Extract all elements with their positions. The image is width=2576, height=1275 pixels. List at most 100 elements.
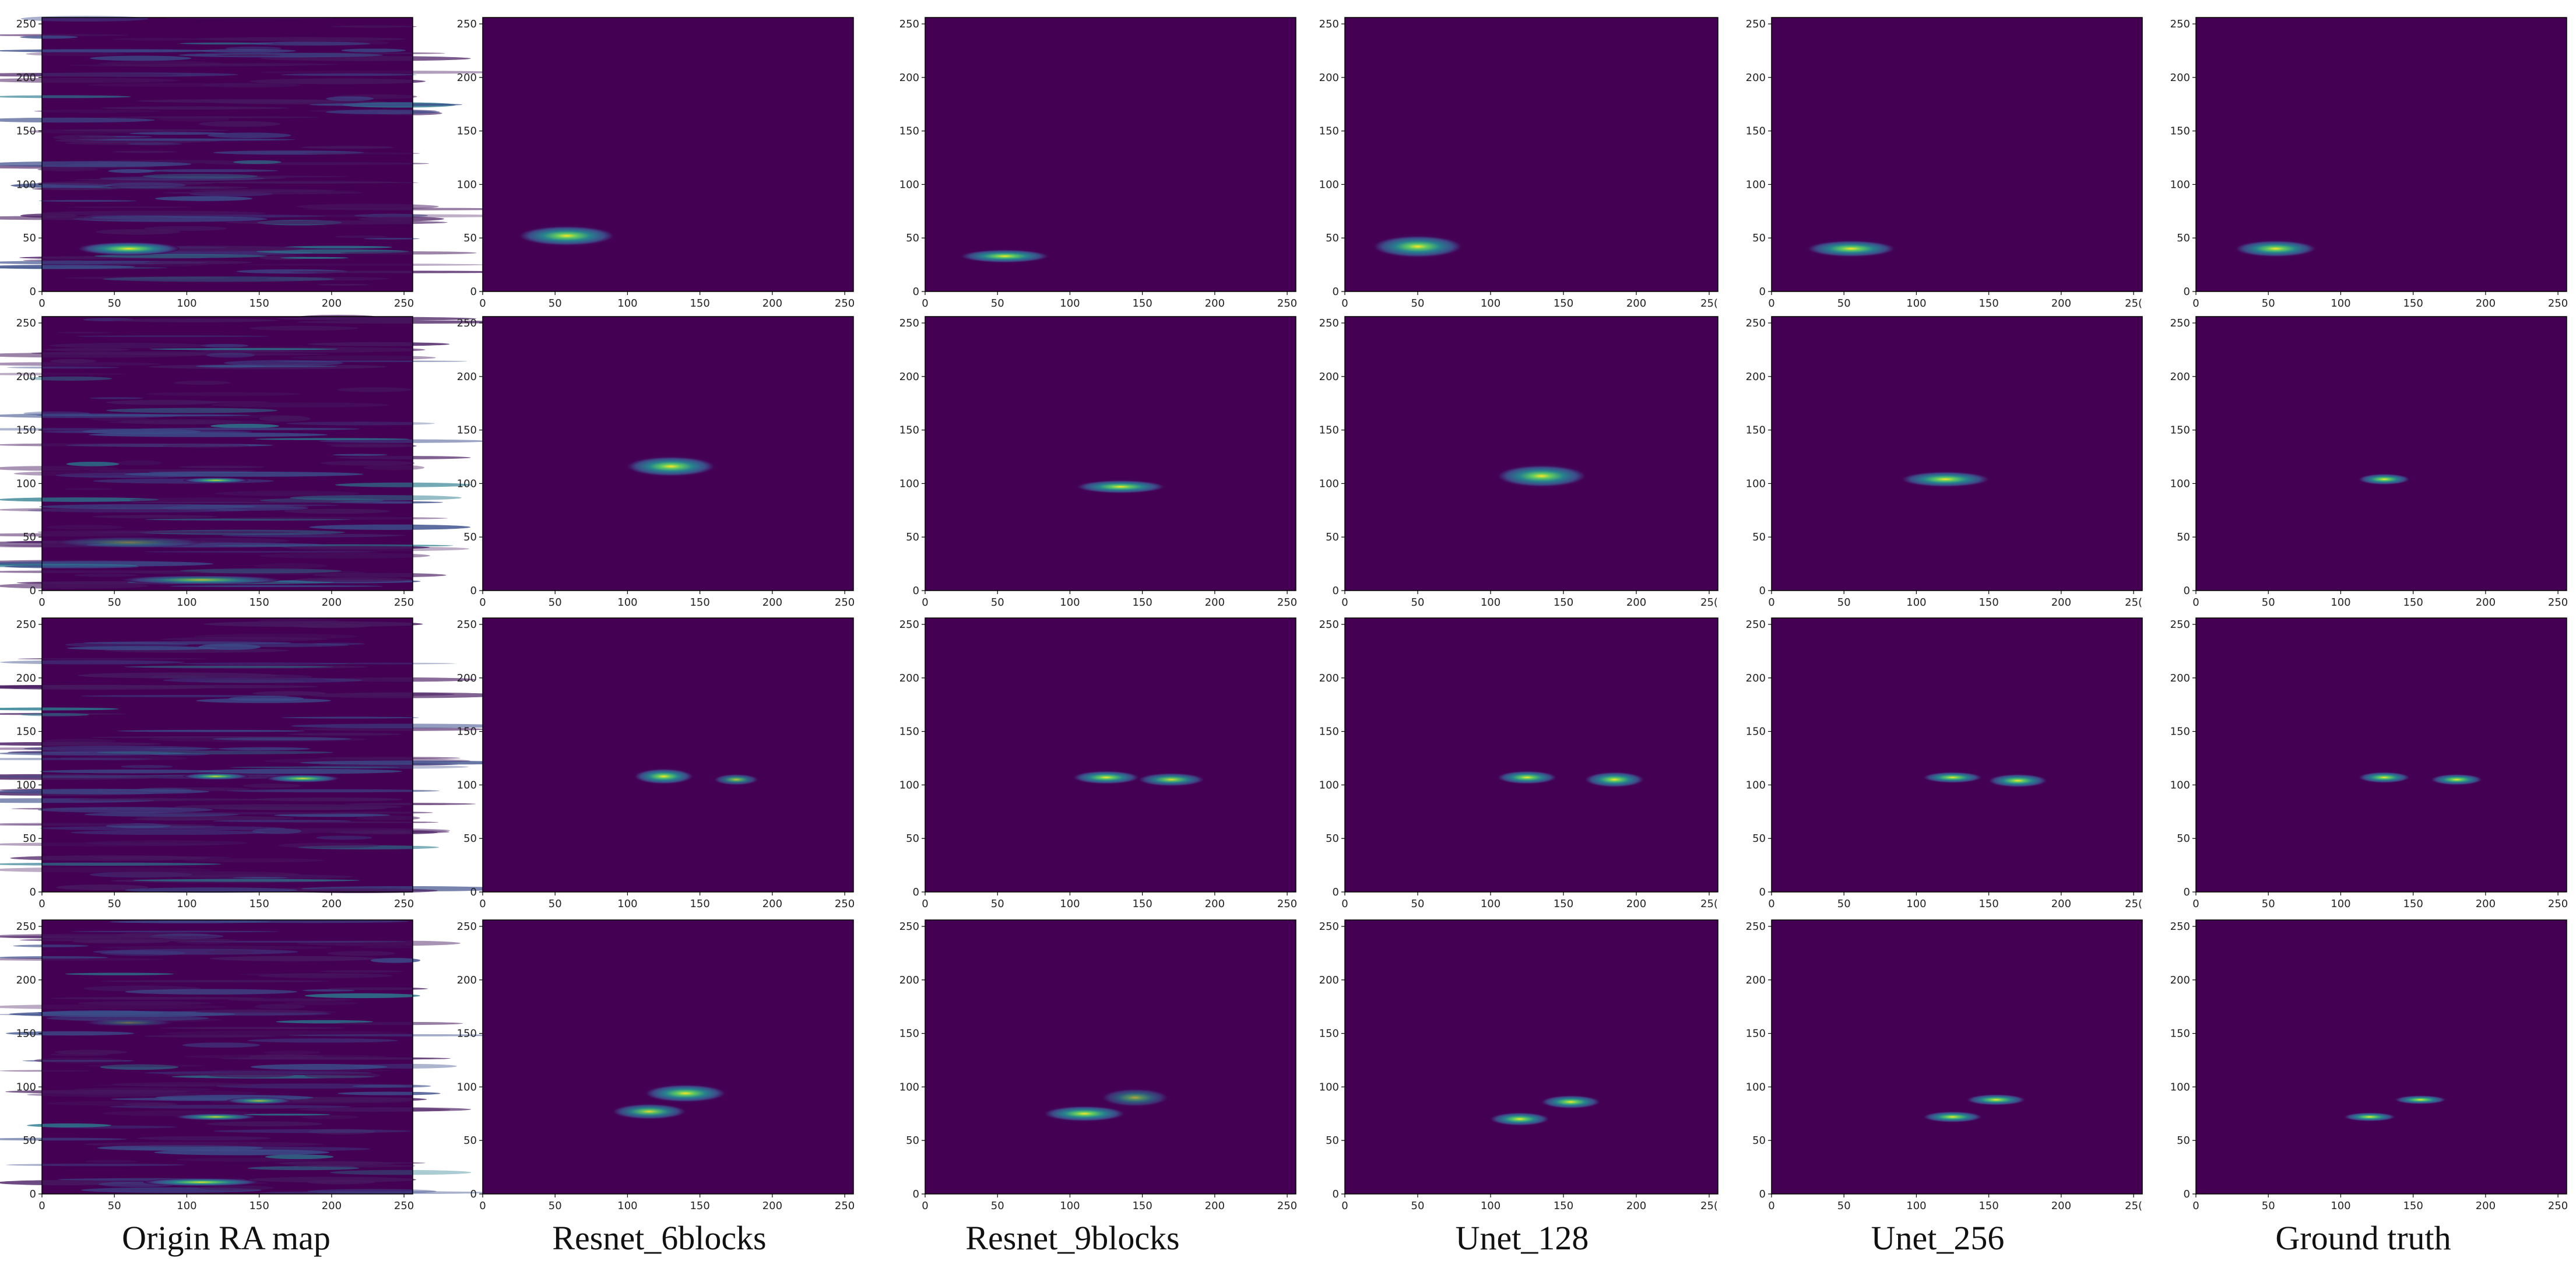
- panel-r9-row-3: 00 50 50 100 100 150 150 200 200 250 250: [899, 617, 1297, 910]
- noise-streak: [136, 1136, 271, 1141]
- y-tick-label: 250: [1319, 921, 1339, 933]
- noise-streak: [145, 392, 302, 396]
- x-tick-label: 200: [762, 297, 782, 310]
- heatmap-blob-2: [1138, 773, 1204, 786]
- noise-streak: [40, 769, 224, 774]
- noise-streak: [23, 746, 212, 752]
- panel-u128-row-1: 00 50 50 100 100 150 150 200 200 25(250: [1319, 17, 1718, 310]
- noise-streak: [309, 524, 471, 530]
- noise-streak: [290, 495, 462, 501]
- noise-streak: [125, 887, 298, 893]
- x-tick-label: 150: [1132, 898, 1152, 910]
- y-tick-label: 100: [1319, 1081, 1339, 1093]
- column-label-resnet9: Resnet_9blocks: [965, 1219, 1180, 1257]
- x-tick-label: 200: [322, 1200, 342, 1212]
- noise-streak: [86, 840, 248, 846]
- noise-streak: [250, 1064, 388, 1070]
- noise-streak: [194, 37, 406, 41]
- noise-streak: [140, 169, 279, 173]
- noise-streak: [198, 49, 296, 53]
- noise-streak: [106, 399, 219, 405]
- noise-streak: [0, 957, 165, 961]
- x-tick-label: 0: [1768, 898, 1774, 910]
- y-tick-label: 200: [1746, 974, 1766, 986]
- y-tick-label: 0: [1759, 286, 1766, 298]
- noise-streak: [93, 949, 298, 955]
- noise-streak: [125, 989, 298, 995]
- noise-streak: [312, 642, 365, 645]
- noise-streak: [170, 585, 383, 587]
- noise-streak: [0, 742, 161, 746]
- x-tick-label: 25(: [2125, 297, 2142, 310]
- x-tick-label: 200: [1626, 596, 1646, 609]
- y-tick-label: 100: [16, 477, 36, 490]
- heatmap-background: [483, 920, 853, 1194]
- y-tick-label: 50: [463, 232, 477, 244]
- heatmap-background: [925, 317, 1296, 591]
- noise-streak: [206, 1121, 323, 1126]
- heatmap-blob-2: [2431, 774, 2482, 785]
- noise-streak: [89, 55, 192, 61]
- noise-streak: [178, 940, 407, 943]
- x-tick-label: 0: [1341, 1200, 1348, 1212]
- noise-streak: [112, 37, 198, 41]
- x-tick-label: 100: [1906, 297, 1926, 310]
- noise-streak: [288, 1034, 511, 1037]
- panel-u128-row-4: 00 50 50 100 100 150 150 200 200 25(250: [1319, 919, 1718, 1212]
- y-tick-label: 0: [30, 585, 36, 597]
- panel-gt-row-4: 00 50 50 100 100 150 150 200 200 250 250: [2170, 919, 2568, 1212]
- heatmap-blob-4: [85, 1019, 173, 1026]
- y-tick-label: 50: [23, 232, 36, 244]
- noise-streak: [113, 150, 177, 153]
- x-tick-label: 100: [2331, 596, 2350, 609]
- y-tick-label: 0: [1333, 286, 1339, 298]
- noise-streak: [0, 466, 118, 471]
- noise-streak: [287, 733, 403, 736]
- heatmap-background: [925, 618, 1296, 892]
- y-tick-label: 0: [1759, 1188, 1766, 1200]
- y-tick-label: 50: [23, 833, 36, 845]
- noise-streak: [89, 417, 150, 422]
- noise-streak: [283, 245, 392, 249]
- y-tick-label: 50: [2177, 232, 2190, 244]
- noise-streak: [278, 842, 381, 848]
- heatmap-blob-2: [714, 774, 758, 785]
- axes-frame: [41, 316, 413, 591]
- noise-streak: [5, 1090, 189, 1094]
- noise-streak: [103, 276, 335, 282]
- noise-streak: [0, 862, 222, 866]
- y-tick-label: 150: [16, 726, 36, 738]
- noise-streak: [142, 174, 258, 179]
- noise-streak: [0, 823, 135, 825]
- x-tick-label: 50: [1411, 297, 1425, 310]
- axes-frame: [925, 17, 1296, 292]
- y-tick-label: 150: [1319, 726, 1339, 738]
- y-tick-label: 50: [23, 531, 36, 543]
- noise-streak: [108, 420, 281, 424]
- x-tick-label: 250: [394, 1200, 414, 1212]
- noise-streak: [0, 443, 207, 447]
- heatmap-blob-1: [634, 768, 693, 784]
- noise-streak: [64, 276, 229, 280]
- noise-streak: [302, 989, 355, 992]
- y-tick-label: 50: [1752, 833, 1766, 845]
- noise-streak: [111, 1082, 252, 1087]
- x-tick-label: 0: [1341, 596, 1348, 609]
- y-tick-label: 200: [2170, 974, 2190, 986]
- noise-streak: [243, 783, 301, 788]
- noise-streak: [293, 1164, 416, 1168]
- x-tick-label: 100: [177, 596, 196, 609]
- x-tick-label: 50: [2262, 596, 2275, 609]
- noise-streak: [145, 501, 381, 504]
- x-tick-label: 250: [1277, 596, 1297, 609]
- heatmap-blob-1: [519, 226, 614, 246]
- noise-streak: [297, 940, 461, 946]
- y-tick-label: 200: [457, 72, 477, 84]
- axes-frame: [482, 316, 854, 591]
- y-tick-label: 250: [457, 619, 477, 631]
- y-tick-label: 100: [899, 178, 919, 191]
- noise-streak: [213, 1129, 412, 1133]
